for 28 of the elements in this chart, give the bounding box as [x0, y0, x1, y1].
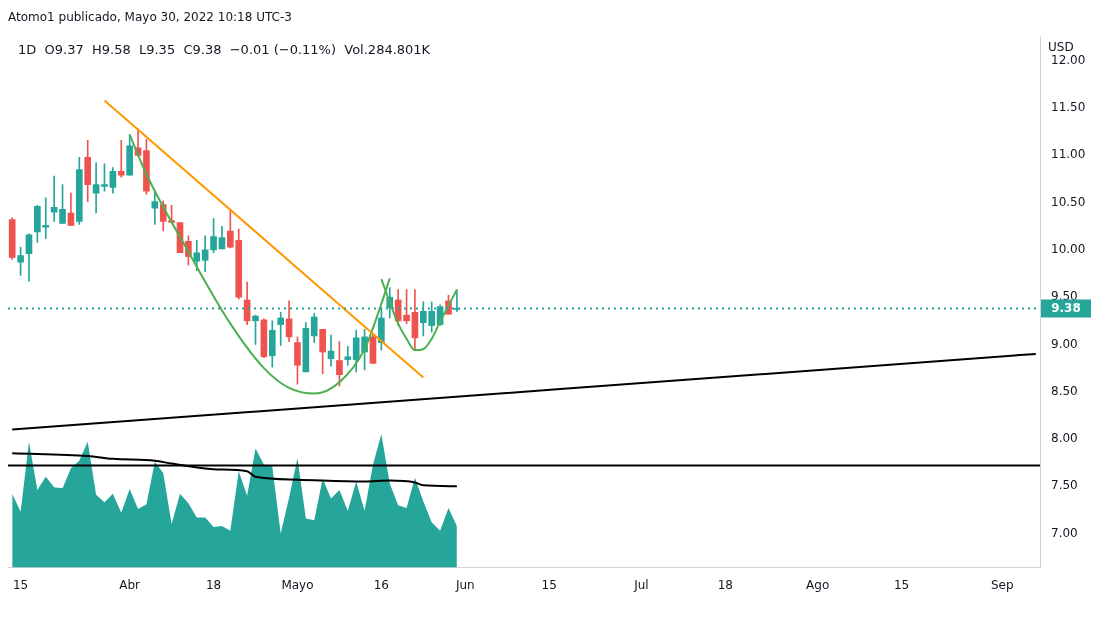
y-tick-label: 8.00 — [1051, 431, 1078, 446]
y-axis-title: USD — [1048, 40, 1074, 55]
x-tick-label: Mayo — [281, 577, 314, 592]
y-tick-label: 8.50 — [1051, 383, 1078, 398]
y-tick-label: 7.50 — [1051, 478, 1078, 493]
y-tick-label: 10.00 — [1051, 242, 1086, 257]
y-tick-label: 10.50 — [1051, 194, 1086, 209]
text: 1D O9.37 H9.58 L9.35 C9.38 −0.01 (−0.11%) Vol.284.801K — [18, 41, 431, 57]
x-tick-label: 15 — [12, 577, 29, 592]
y-tick-label: 12.00 — [1051, 52, 1086, 67]
y-tick-label: 11.00 — [1051, 147, 1086, 162]
x-tick-label: 18 — [205, 577, 222, 592]
x-tick-label: 15 — [541, 577, 557, 592]
x-tick-label: Sep — [990, 577, 1014, 592]
y-tick-label: 9.00 — [1051, 336, 1078, 351]
x-tick-label: Abr — [119, 577, 141, 592]
chart-title: Atomo1 publicado, Mayo 30, 2022 10:18 UTC-3 — [8, 9, 293, 26]
candlestick — [344, 346, 352, 366]
y-tick-label: 11.50 — [1051, 100, 1086, 115]
candlestick — [117, 139, 125, 178]
x-tick-label: Ago — [806, 577, 830, 592]
x-tick-label: Jun — [454, 577, 475, 592]
x-tick-label: 15 — [893, 577, 910, 592]
candlestick — [277, 311, 285, 346]
x-tick-label: Jul — [633, 577, 649, 592]
x-tick-label: 16 — [373, 577, 390, 592]
y-tick-label: 7.00 — [1051, 525, 1078, 540]
x-tick-label: 18 — [717, 577, 734, 592]
